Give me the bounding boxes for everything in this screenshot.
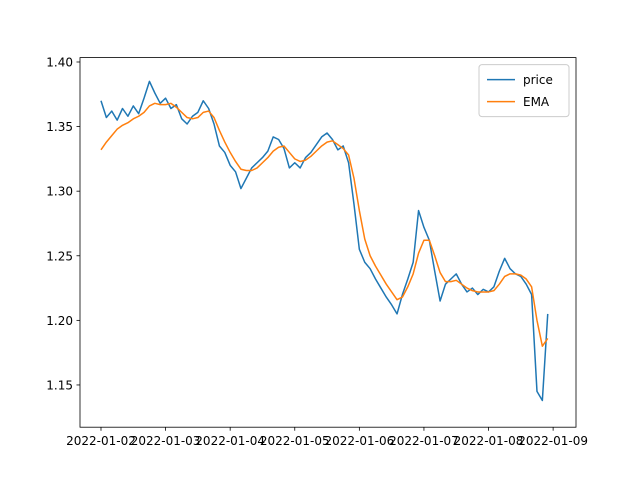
y-tick-label: 1.25 <box>46 249 73 263</box>
y-tick-label: 1.35 <box>46 120 73 134</box>
y-tick-label: 1.15 <box>46 378 73 392</box>
y-tick-label: 1.40 <box>46 55 73 69</box>
axes-frame <box>79 57 577 428</box>
y-tick-label: 1.30 <box>46 185 73 199</box>
x-tick-label: 2022-01-04 <box>195 434 265 448</box>
x-tick-label: 2022-01-03 <box>131 434 201 448</box>
x-tick-label: 2022-01-07 <box>389 434 459 448</box>
x-tick-label: 2022-01-06 <box>324 434 394 448</box>
x-tick-label: 2022-01-08 <box>454 434 524 448</box>
legend-box <box>478 64 570 118</box>
y-tick-label: 1.20 <box>46 314 73 328</box>
x-tick-label: 2022-01-09 <box>518 434 588 448</box>
legend-label: price <box>523 73 553 87</box>
line <box>100 80 549 402</box>
x-tick-label: 2022-01-02 <box>66 434 136 448</box>
line <box>100 102 549 347</box>
legend-label: EMA <box>523 95 550 109</box>
x-tick-label: 2022-01-05 <box>260 434 330 448</box>
